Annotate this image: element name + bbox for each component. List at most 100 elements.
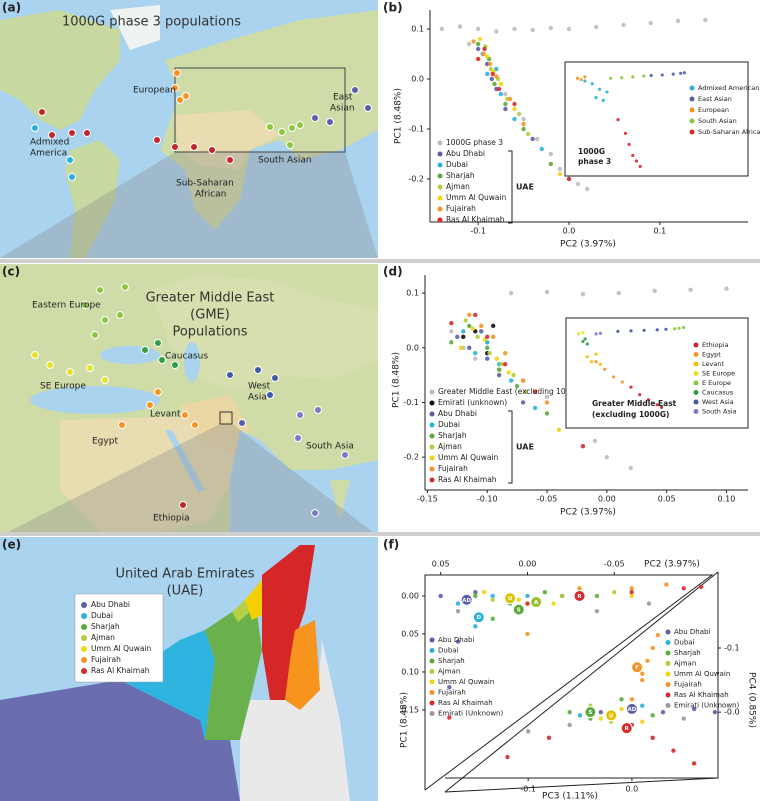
- point: [471, 39, 476, 44]
- legend-label: Ras Al Khaimah: [674, 691, 729, 699]
- point: [514, 383, 520, 389]
- bracket-label: UAE: [516, 183, 534, 192]
- point: [631, 75, 635, 79]
- point: [650, 735, 655, 740]
- point: [579, 78, 583, 82]
- map-title: Greater Middle East: [146, 291, 275, 306]
- legend-marker: [429, 400, 435, 406]
- legend-marker: [81, 646, 87, 652]
- point: [583, 79, 587, 83]
- point: [598, 716, 603, 721]
- legend-marker: [689, 107, 695, 113]
- point: [601, 98, 605, 102]
- point: [482, 46, 487, 52]
- point: [629, 697, 635, 702]
- point: [620, 380, 624, 384]
- point: [673, 327, 677, 331]
- map-label: Caucasus: [165, 352, 208, 362]
- point: [521, 126, 526, 132]
- centroid: [512, 603, 525, 616]
- y-tick-label: 0.00: [401, 591, 419, 600]
- point: [594, 332, 598, 336]
- map-a: 1000G phase 3 populations European East …: [0, 0, 378, 258]
- legend-marker: [665, 692, 671, 698]
- y-tick-label: -0.1: [403, 398, 419, 407]
- legend-label: Sharjah: [446, 171, 475, 180]
- point: [703, 17, 708, 23]
- legend-label: Ras Al Khaimah: [91, 666, 150, 675]
- y-tick-label: 0.10: [401, 667, 419, 676]
- f-frame: [424, 571, 719, 793]
- point: [681, 325, 686, 330]
- point: [640, 703, 645, 708]
- legend-label: Sharjah: [674, 649, 701, 657]
- point: [494, 356, 499, 361]
- centroid-label: AD: [462, 598, 471, 604]
- bracket-label: UAE: [516, 443, 534, 452]
- point: [581, 331, 585, 335]
- legend-label: Ras Al Khaimah: [438, 475, 497, 484]
- map-title: (UAE): [167, 584, 204, 599]
- point: [585, 342, 589, 346]
- panel-labels: (a) (b) (c) (d) (e) (f): [2, 1, 403, 552]
- centroid-label: F: [635, 665, 639, 671]
- point: [609, 76, 613, 80]
- point: [485, 356, 490, 361]
- point: [557, 166, 563, 172]
- point: [611, 375, 616, 379]
- point: [467, 312, 472, 318]
- x-tick-label: -0.1: [470, 227, 486, 236]
- centroid: [631, 661, 644, 674]
- bracket: [508, 150, 513, 224]
- x-tick-label: -0.15: [417, 495, 438, 504]
- x-tick-label: -0.05: [537, 495, 558, 504]
- point: [492, 81, 497, 87]
- centroid: [605, 709, 618, 722]
- point: [499, 361, 504, 367]
- point: [481, 589, 487, 595]
- point: [681, 716, 686, 721]
- legend-label: Levant: [702, 360, 724, 368]
- map-title: (GME): [190, 308, 230, 323]
- point: [671, 748, 676, 753]
- legend-label: SE Europe: [702, 370, 735, 378]
- point: [548, 151, 554, 157]
- point: [479, 323, 484, 329]
- centroid-label: S: [517, 608, 521, 614]
- map-label: African: [195, 190, 226, 200]
- y-tick-label: -0.1: [408, 125, 424, 134]
- inset-title: Greater Middle East: [592, 399, 677, 408]
- point: [512, 26, 517, 32]
- legend-marker: [429, 690, 435, 695]
- map-label: South Asian: [258, 156, 312, 166]
- legend-label: Abu Dhabi: [446, 149, 485, 158]
- y-tick-label: -0.2: [408, 175, 424, 184]
- point: [455, 639, 461, 644]
- x-axis-label: PC3 (1.11%): [542, 792, 598, 801]
- x-axis-label: PC2 (3.97%): [560, 240, 616, 250]
- legend-marker: [665, 661, 671, 666]
- legend-marker: [693, 399, 699, 405]
- point: [576, 332, 581, 336]
- point: [494, 74, 499, 79]
- point: [594, 608, 600, 614]
- point: [463, 318, 468, 323]
- point: [498, 91, 504, 97]
- legend-marker: [437, 151, 443, 157]
- point: [539, 146, 544, 152]
- legend-label: Ajman: [438, 442, 462, 451]
- point: [664, 582, 669, 587]
- legend-label: Umm Al Quwain: [446, 193, 507, 202]
- panel-label: (e): [2, 538, 21, 552]
- legend-marker: [689, 118, 695, 124]
- legend-label: Caucasus: [702, 389, 734, 397]
- point: [461, 329, 466, 334]
- point: [575, 76, 580, 80]
- legend-marker: [437, 206, 443, 212]
- legend-label: Dubai: [674, 639, 695, 647]
- map-label: East: [333, 93, 353, 103]
- point: [503, 91, 508, 97]
- point: [516, 597, 521, 602]
- x-tick-label: 0.05: [658, 495, 676, 504]
